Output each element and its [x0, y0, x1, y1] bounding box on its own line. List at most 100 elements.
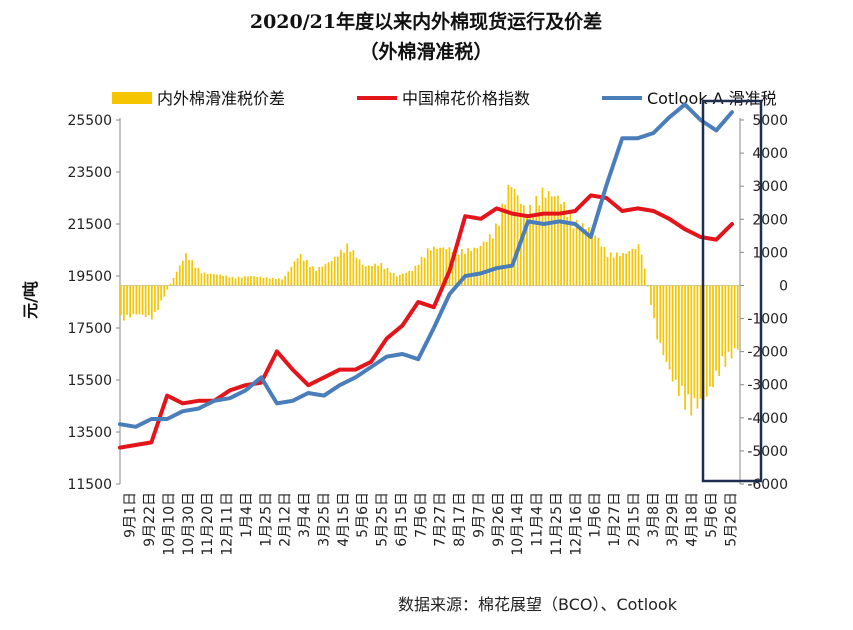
y-right-tick-label: 5000 — [752, 113, 788, 129]
spread-bar — [414, 265, 417, 286]
spread-bar — [281, 279, 283, 286]
x-tick-label: 12月11日 — [220, 492, 236, 556]
bar-series-spread — [120, 184, 739, 416]
spread-bar — [265, 277, 268, 286]
y-axis-label: 元/吨 — [21, 281, 40, 319]
spread-bar — [430, 250, 432, 286]
y-right-tick-label: 2000 — [752, 212, 788, 228]
spread-bar — [327, 262, 330, 286]
spread-bar — [278, 278, 280, 286]
spread-bar — [287, 271, 290, 286]
spread-bar — [352, 250, 355, 286]
spread-bar — [665, 285, 668, 362]
spread-bar — [200, 273, 203, 286]
x-tick-label: 4月15日 — [336, 492, 352, 547]
spread-bar — [209, 273, 212, 286]
spread-bar — [479, 245, 482, 286]
spread-bar — [349, 251, 352, 286]
y-left-tick-label: 23500 — [67, 165, 112, 181]
spread-bar — [709, 285, 711, 387]
spread-bar — [684, 285, 686, 410]
spread-bar — [535, 195, 538, 286]
x-tick-label: 3月25日 — [316, 492, 332, 547]
spread-bar — [588, 227, 590, 286]
spread-bar — [368, 265, 370, 286]
spread-bar — [166, 285, 169, 290]
spread-bar — [653, 285, 655, 319]
spread-bar — [126, 285, 128, 315]
spread-bar — [678, 285, 680, 397]
x-tick-label: 9月22日 — [142, 492, 158, 547]
x-tick-label: 5月26日 — [723, 492, 739, 547]
x-tick-label: 8月17日 — [452, 492, 468, 547]
legend-swatch-spread — [112, 92, 152, 104]
spread-bar — [730, 285, 733, 359]
spread-bar — [532, 214, 535, 286]
spread-bar — [299, 253, 302, 286]
x-tick-label: 2月12日 — [278, 492, 294, 547]
x-tick-label: 7月27日 — [433, 492, 449, 547]
axes: 11500 13500 15500 17500 19500 21500 23500 25500… — [67, 113, 788, 556]
spread-bar — [346, 243, 349, 286]
spread-bar — [377, 265, 380, 286]
spread-bar — [445, 249, 448, 286]
spread-bar — [594, 235, 597, 286]
spread-bar — [547, 191, 550, 286]
spread-bar — [268, 278, 271, 286]
spread-bar — [727, 285, 730, 352]
spread-bar — [538, 205, 541, 286]
spread-bar — [175, 271, 178, 286]
spread-bar — [135, 285, 138, 315]
spread-bar — [637, 244, 640, 286]
spread-bar — [321, 266, 324, 286]
spread-bar — [464, 253, 466, 286]
spread-bar — [467, 248, 469, 286]
spread-bar — [203, 272, 206, 286]
spread-bar — [383, 268, 386, 286]
spread-bar — [687, 285, 690, 395]
spread-bar — [733, 285, 736, 349]
spread-bar — [225, 275, 228, 286]
spread-bar — [240, 277, 243, 286]
chart-subtitle: （外棉滑准税） — [359, 40, 492, 63]
spread-bar — [647, 285, 649, 287]
spread-bar — [510, 187, 513, 286]
legend-label-spread: 内外棉滑准税价差 — [157, 89, 285, 108]
spread-bar — [442, 247, 445, 286]
y-left-tick-label: 17500 — [67, 321, 112, 337]
y-right-tick-label: 0 — [779, 278, 788, 294]
spread-bar — [141, 285, 144, 315]
spread-bar — [340, 249, 342, 286]
spread-bar — [628, 251, 631, 286]
y-right-tick-label: 1000 — [752, 245, 788, 261]
spread-bar — [650, 285, 652, 306]
spread-bar — [609, 252, 612, 286]
spread-bar — [498, 225, 500, 286]
spread-bar — [476, 248, 479, 286]
spread-bar — [690, 285, 693, 416]
spread-bar — [578, 229, 581, 286]
spread-bar — [656, 285, 659, 340]
spread-bar — [603, 247, 606, 286]
spread-bar — [256, 276, 259, 286]
spread-bar — [160, 285, 163, 301]
spread-bar — [309, 267, 311, 286]
y-left-tick-label: 11500 — [67, 477, 112, 493]
x-tick-label: 9月1日 — [123, 492, 139, 538]
spread-bar — [293, 261, 296, 286]
x-tick-label: 1月4日 — [239, 492, 255, 538]
spread-bar — [191, 260, 194, 286]
spread-bar — [237, 276, 240, 286]
spread-bar — [541, 187, 544, 286]
legend: 内外棉滑准税价差 中国棉花价格指数 Cotlook A 滑准税 — [112, 89, 777, 108]
spread-bar — [197, 267, 200, 286]
spread-bar — [147, 285, 150, 316]
spread-bar — [699, 285, 702, 399]
spread-bar — [129, 285, 132, 318]
spread-bar — [408, 270, 411, 286]
spread-bar — [182, 260, 184, 286]
spread-bar — [557, 195, 559, 286]
chart-title: 2020/21年度以来内外棉现货运行及价差 — [250, 10, 602, 33]
spread-bar — [507, 184, 510, 286]
spread-bar — [302, 260, 305, 286]
